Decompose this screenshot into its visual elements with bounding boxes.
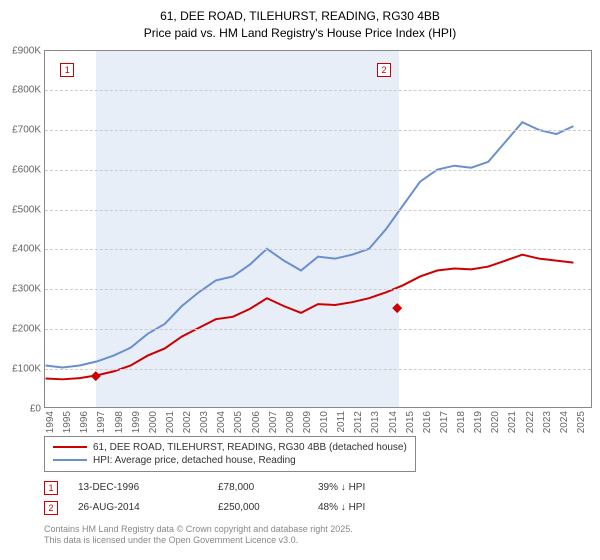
y-axis-label: £200K xyxy=(12,324,41,335)
legend-row-price-paid: 61, DEE ROAD, TILEHURST, READING, RG30 4… xyxy=(53,441,407,454)
sale-marker-diamond xyxy=(91,371,101,381)
x-axis-label: 2021 xyxy=(507,411,518,433)
x-axis-label: 2003 xyxy=(199,411,210,433)
y-axis-label: £300K xyxy=(12,284,41,295)
sale-marker-diamond xyxy=(392,303,402,313)
x-axis-label: 1996 xyxy=(79,411,90,433)
y-axis-label: £700K xyxy=(12,125,41,136)
y-axis-label: £500K xyxy=(12,204,41,215)
x-axis-label: 2008 xyxy=(285,411,296,433)
x-axis-label: 2011 xyxy=(336,411,347,433)
x-axis-label: 2017 xyxy=(439,411,450,433)
gridline-h xyxy=(45,289,591,290)
x-axis-label: 2002 xyxy=(182,411,193,433)
legend-label-hpi: HPI: Average price, detached house, Read… xyxy=(93,455,296,466)
title-line-1: 61, DEE ROAD, TILEHURST, READING, RG30 4… xyxy=(0,8,600,25)
chart-title-block: 61, DEE ROAD, TILEHURST, READING, RG30 4… xyxy=(0,0,600,46)
series-hpi xyxy=(46,122,574,367)
x-axis-label: 2018 xyxy=(456,411,467,433)
legend-block: 61, DEE ROAD, TILEHURST, READING, RG30 4… xyxy=(44,436,584,518)
x-axis-label: 2020 xyxy=(490,411,501,433)
x-axis-label: 2024 xyxy=(559,411,570,433)
gridline-h xyxy=(45,249,591,250)
y-axis-label: £800K xyxy=(12,85,41,96)
y-axis-label: £100K xyxy=(12,363,41,374)
legend-box: 61, DEE ROAD, TILEHURST, READING, RG30 4… xyxy=(44,436,416,472)
x-axis-label: 2004 xyxy=(216,411,227,433)
sale-num-badge: 2 xyxy=(44,501,58,515)
x-axis-label: 2019 xyxy=(473,411,484,433)
x-axis-label: 2006 xyxy=(251,411,262,433)
y-axis-label: £900K xyxy=(12,45,41,56)
legend-label-price-paid: 61, DEE ROAD, TILEHURST, READING, RG30 4… xyxy=(93,442,407,453)
x-axis-label: 2000 xyxy=(148,411,159,433)
sale-detail-row: 2 26-AUG-2014£250,00048% ↓ HPI xyxy=(44,498,584,518)
footer-block: Contains HM Land Registry data © Crown c… xyxy=(44,524,600,547)
sale-price: £78,000 xyxy=(218,482,318,493)
x-axis-label: 1995 xyxy=(62,411,73,433)
gridline-h xyxy=(45,90,591,91)
title-line-2: Price paid vs. HM Land Registry's House … xyxy=(0,25,600,42)
x-axis-label: 2023 xyxy=(542,411,553,433)
x-axis-label: 1998 xyxy=(114,411,125,433)
gridline-h xyxy=(45,210,591,211)
x-axis-label: 1999 xyxy=(131,411,142,433)
gridline-h xyxy=(45,329,591,330)
x-axis-label: 2025 xyxy=(576,411,587,433)
y-axis-label: £0 xyxy=(30,403,41,414)
series-price_paid xyxy=(46,254,574,379)
y-axis-label: £600K xyxy=(12,164,41,175)
footer-line-1: Contains HM Land Registry data © Crown c… xyxy=(44,524,600,536)
gridline-h xyxy=(45,170,591,171)
sale-price: £250,000 xyxy=(218,502,318,513)
x-axis-label: 2016 xyxy=(422,411,433,433)
x-axis-label: 2022 xyxy=(525,411,536,433)
sale-pct: 48% ↓ HPI xyxy=(318,502,438,513)
sale-date: 26-AUG-2014 xyxy=(78,502,218,513)
footer-line-2: This data is licensed under the Open Gov… xyxy=(44,535,600,547)
legend-row-hpi: HPI: Average price, detached house, Read… xyxy=(53,454,407,467)
chart-svg xyxy=(45,51,591,407)
x-axis-label: 1997 xyxy=(96,411,107,433)
gridline-h xyxy=(45,369,591,370)
x-axis-label: 2014 xyxy=(388,411,399,433)
x-axis-label: 2007 xyxy=(268,411,279,433)
chart-area: £0£100K£200K£300K£400K£500K£600K£700K£80… xyxy=(44,50,592,408)
sale-marker-label: 2 xyxy=(377,63,391,77)
x-axis-label: 2010 xyxy=(319,411,330,433)
x-axis-label: 2012 xyxy=(353,411,364,433)
sale-date: 13-DEC-1996 xyxy=(78,482,218,493)
x-axis-label: 2013 xyxy=(370,411,381,433)
gridline-h xyxy=(45,130,591,131)
sale-num-badge: 1 xyxy=(44,481,58,495)
y-axis-label: £400K xyxy=(12,244,41,255)
x-axis-label: 2009 xyxy=(302,411,313,433)
sale-marker-label: 1 xyxy=(60,63,74,77)
legend-swatch-hpi xyxy=(53,459,87,461)
sale-detail-row: 1 13-DEC-1996£78,00039% ↓ HPI xyxy=(44,478,584,498)
x-axis-label: 2005 xyxy=(233,411,244,433)
x-axis-label: 1994 xyxy=(45,411,56,433)
x-axis-label: 2001 xyxy=(165,411,176,433)
legend-swatch-price-paid xyxy=(53,446,87,448)
sale-pct: 39% ↓ HPI xyxy=(318,482,438,493)
x-axis-label: 2015 xyxy=(405,411,416,433)
